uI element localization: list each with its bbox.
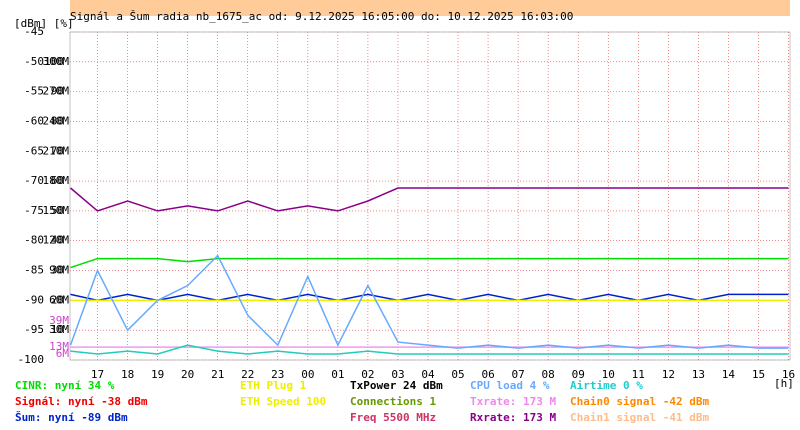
x-tick-label: 09 bbox=[572, 368, 585, 381]
y-tick-label: -55 bbox=[24, 85, 44, 98]
y-tick-label: -80 bbox=[24, 234, 44, 247]
legend-entry: CPU load 4 % bbox=[470, 379, 550, 392]
series-line bbox=[70, 293, 789, 302]
y2-tick-label: 30 bbox=[51, 264, 64, 277]
x-tick-label: 06 bbox=[481, 368, 494, 381]
legend-entry: Chain0 signal -42 dBm bbox=[570, 395, 709, 408]
y3-extra-tick-label: 6M bbox=[56, 347, 70, 360]
y2-tick-label: 40 bbox=[51, 234, 64, 247]
top-band bbox=[70, 0, 790, 16]
y3-tick-label: 60M bbox=[49, 293, 69, 306]
legend-entry: Airtime 0 % bbox=[570, 379, 643, 392]
series-line bbox=[70, 344, 789, 355]
series-line bbox=[70, 187, 789, 212]
x-tick-label: 21 bbox=[211, 368, 224, 381]
y3-tick-label: 120M bbox=[43, 234, 70, 247]
series-line bbox=[69, 254, 789, 349]
x-tick-label: 18 bbox=[121, 368, 134, 381]
y3-tick-label: 270M bbox=[43, 85, 70, 98]
legend-entry: Txrate: 173 M bbox=[470, 395, 556, 408]
legend-entry: ETH Speed 100 bbox=[240, 395, 326, 408]
x-tick-label: 04 bbox=[421, 368, 435, 381]
y2-tick-label: 50 bbox=[51, 204, 64, 217]
y-tick-label: -45 bbox=[24, 25, 44, 38]
chart-title: Signál a Šum radia nb_1675_ac od: 9.12.2… bbox=[70, 10, 573, 23]
x-tick-label: 23 bbox=[271, 368, 284, 381]
legend-entry: TxPower 24 dBm bbox=[350, 379, 443, 392]
legend-entry: CINR: nyní 34 % bbox=[15, 379, 115, 392]
x-tick-label: 22 bbox=[241, 368, 254, 381]
y3-tick-label: 150M bbox=[43, 204, 70, 217]
y-tick-label: -65 bbox=[24, 144, 44, 157]
legend-entry: Rxrate: 173 M bbox=[470, 411, 556, 424]
y-tick-label: -75 bbox=[24, 204, 44, 217]
y2-tick-label: 70 bbox=[51, 144, 64, 157]
legend-entry: Freq 5500 MHz bbox=[350, 411, 436, 424]
y3-extra-tick-label: 39M bbox=[49, 314, 69, 327]
y-tick-label: -60 bbox=[24, 114, 44, 127]
x-axis-label: [h] bbox=[774, 377, 794, 390]
x-tick-label: 16 bbox=[782, 368, 795, 381]
x-tick-label: 14 bbox=[722, 368, 736, 381]
y-tick-label: -50 bbox=[24, 55, 44, 68]
y-tick-label: -90 bbox=[24, 293, 44, 306]
x-tick-label: 19 bbox=[151, 368, 164, 381]
x-tick-label: 20 bbox=[181, 368, 194, 381]
y3-tick-label: 240M bbox=[43, 114, 70, 127]
x-tick-label: 07 bbox=[512, 368, 525, 381]
legend-entry: ETH Plug 1 bbox=[240, 379, 307, 392]
x-tick-label: 05 bbox=[451, 368, 464, 381]
x-tick-label: 00 bbox=[301, 368, 314, 381]
y2-tick-label: 100 bbox=[44, 55, 64, 68]
x-tick-label: 10 bbox=[602, 368, 615, 381]
x-tick-label: 12 bbox=[662, 368, 675, 381]
y2-tick-label: 80 bbox=[51, 114, 64, 127]
plot-frame bbox=[69, 31, 791, 361]
x-tick-label: 03 bbox=[391, 368, 404, 381]
x-tick-label: 11 bbox=[632, 368, 645, 381]
y-tick-label: -95 bbox=[24, 323, 44, 336]
x-tick-label: 13 bbox=[692, 368, 705, 381]
y3-tick-label: 90M bbox=[49, 264, 69, 277]
y3-tick-label: 300M bbox=[43, 55, 70, 68]
legend-entry: Šum: nyní -89 dBm bbox=[15, 411, 128, 424]
y2-tick-label: 60 bbox=[51, 174, 64, 187]
y3-tick-label: 180M bbox=[43, 174, 70, 187]
series-line bbox=[70, 257, 789, 269]
y3-tick-label: 30M bbox=[49, 323, 69, 336]
y-tick-label: -85 bbox=[24, 264, 44, 277]
x-tick-label: 08 bbox=[542, 368, 555, 381]
y-tick-label: -70 bbox=[24, 174, 44, 187]
y2-tick-label: 90 bbox=[51, 85, 64, 98]
legend-entry: Chain1 signal -41 dBm bbox=[570, 411, 709, 424]
legend-entry: Signál: nyní -38 dBm bbox=[15, 395, 148, 408]
x-tick-label: 01 bbox=[331, 368, 344, 381]
y2-tick-label: 10 bbox=[51, 323, 64, 336]
x-tick-label: 15 bbox=[752, 368, 765, 381]
x-tick-label: 02 bbox=[361, 368, 374, 381]
y2-tick-label: 20 bbox=[51, 293, 64, 306]
y3-tick-label: 210M bbox=[43, 144, 70, 157]
legend-entry: Connections 1 bbox=[350, 395, 436, 408]
y-tick-label: -100 bbox=[18, 353, 45, 366]
x-tick-label: 17 bbox=[91, 368, 104, 381]
y3-extra-tick-label: 13M bbox=[49, 340, 69, 353]
y-axis-label: [dBm] [%] bbox=[14, 17, 74, 30]
